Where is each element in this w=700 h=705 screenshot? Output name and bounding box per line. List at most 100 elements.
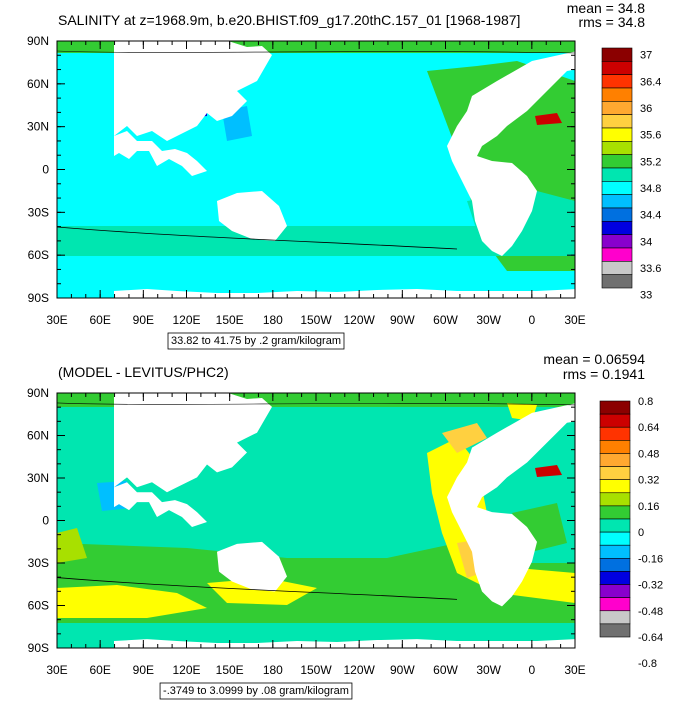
colorbar-label: 36 (640, 103, 652, 115)
colorbar-swatch (601, 154, 633, 169)
colorbar-swatch (601, 114, 633, 129)
colorbar: 0.8 0.64 0.48 0.32 0.16 0 -0.16 -0.32 -0.48 -0.64… (599, 396, 663, 670)
colorbar-label: 0.8 (638, 396, 653, 408)
colorbar-swatch (601, 167, 633, 182)
colorbar-swatch (601, 47, 633, 62)
x-tick-label: 60W (433, 313, 458, 327)
y-tick-label: 60N (27, 77, 49, 91)
map-panel-1: 90N 60N 30N 0 30S 60S 90S 30E 60E 90E 120E 150E 180 1… (27, 34, 586, 327)
colorbar-label: 0 (638, 527, 644, 539)
x-tick-label: 180 (263, 313, 283, 327)
x-tick-label: 90E (133, 663, 154, 677)
colorbar-label: 36.4 (640, 76, 661, 88)
x-tick-label: 60W (433, 663, 458, 677)
colorbar-label: 34.8 (640, 183, 661, 195)
colorbar-label: 33.6 (640, 263, 661, 275)
stat-mean: mean = 34.8 (567, 0, 645, 16)
x-tick-label: 90W (390, 313, 415, 327)
colorbar-label: 0.16 (638, 501, 659, 513)
colorbar-label: 35.2 (640, 156, 661, 168)
colorbar-swatch (599, 571, 631, 585)
contour-line (57, 226, 458, 250)
x-tick-label: 0 (528, 663, 535, 677)
colorbar-swatch (599, 479, 631, 494)
colorbar-swatch (599, 440, 631, 454)
field-region (442, 423, 487, 453)
ocean-field (57, 41, 575, 298)
x-tick-label: 150E (216, 663, 244, 677)
x-tick-label: 120W (343, 663, 375, 677)
range-label-box (159, 682, 353, 700)
colorbar-label: 0.64 (638, 422, 659, 434)
colorbar-swatch (601, 101, 633, 115)
colorbar-swatch (599, 453, 631, 467)
colorbar-label: 33 (640, 290, 652, 302)
x-tick-label: 30E (564, 663, 585, 677)
contour-line (57, 50, 575, 54)
x-tick-label: 90W (390, 663, 415, 677)
contour-line (57, 402, 575, 406)
colorbar-swatch (601, 221, 633, 235)
range-label: 33.82 to 41.75 by .2 gram/kilogram (171, 335, 341, 347)
contour-line (57, 577, 458, 600)
colorbar-label: -0.8 (638, 658, 657, 670)
colorbar-swatch (599, 584, 631, 598)
x-tick-label: 120E (172, 313, 200, 327)
x-tick-label: 0 (528, 313, 535, 327)
y-tick-label: 30N (27, 471, 49, 485)
x-tick-label: 60E (89, 313, 110, 327)
colorbar-label: -0.16 (638, 553, 663, 565)
colorbar-swatch (601, 141, 633, 155)
colorbar-swatch (601, 127, 633, 142)
x-tick-label: 30W (476, 663, 501, 677)
y-tick-label: 30N (27, 120, 49, 134)
colorbar-swatch (599, 505, 631, 520)
colorbar-label: -0.48 (638, 606, 663, 618)
colorbar-swatch (599, 558, 631, 572)
x-tick-label: 30W (476, 313, 501, 327)
colorbar-swatch (601, 181, 633, 195)
colorbar-swatch (599, 492, 631, 507)
stat-rms: rms = 0.1941 (563, 366, 645, 382)
colorbar-label: 37 (640, 50, 652, 62)
y-tick-label: 90N (27, 386, 49, 400)
colorbar-swatch (599, 426, 631, 441)
y-tick-label: 90S (28, 291, 49, 305)
chart-title: (MODEL - LEVITUS/PHC2) (58, 364, 229, 380)
stat-rms: rms = 34.8 (578, 14, 645, 30)
y-tick-label: 30S (28, 556, 49, 570)
colorbar-swatch (601, 274, 633, 289)
range-label-box (167, 332, 345, 350)
colorbar-swatch (601, 207, 633, 222)
colorbar-label: -0.32 (638, 580, 663, 592)
stat-mean: mean = 0.06594 (543, 351, 645, 367)
y-tick-label: 0 (42, 163, 49, 177)
range-label: -.3749 to 3.0999 by .08 gram/kilogram (163, 685, 349, 697)
colorbar-swatch (601, 261, 633, 275)
colorbar-swatch (601, 234, 633, 249)
colorbar-label: 34 (640, 236, 652, 248)
colorbar-swatch (599, 518, 631, 533)
x-tick-label: 30E (564, 313, 585, 327)
colorbar-swatch (599, 466, 631, 480)
y-tick-label: 0 (42, 514, 49, 528)
x-tick-label: 90E (133, 313, 154, 327)
y-tick-label: 90N (27, 34, 49, 48)
x-tick-label: 120E (172, 663, 200, 677)
colorbar-swatch (599, 544, 631, 559)
map-panel-2: 90N 60N 30N 0 30S 60S 90S 30E 60E 90E 120E 150E 180 1… (27, 386, 586, 677)
colorbar-label: 0.48 (638, 448, 659, 460)
colorbar-swatch (599, 531, 631, 546)
y-tick-label: 90S (28, 641, 49, 655)
colorbar-swatch (599, 413, 631, 428)
colorbar-swatch (599, 400, 631, 415)
ocean-field (57, 393, 575, 648)
x-tick-label: 30E (46, 313, 67, 327)
field-region (535, 113, 562, 125)
y-tick-label: 30S (28, 205, 49, 219)
x-tick-label: 180 (263, 663, 283, 677)
y-tick-label: 60S (28, 248, 49, 262)
y-tick-label: 60S (28, 599, 49, 613)
field-region (207, 578, 317, 605)
